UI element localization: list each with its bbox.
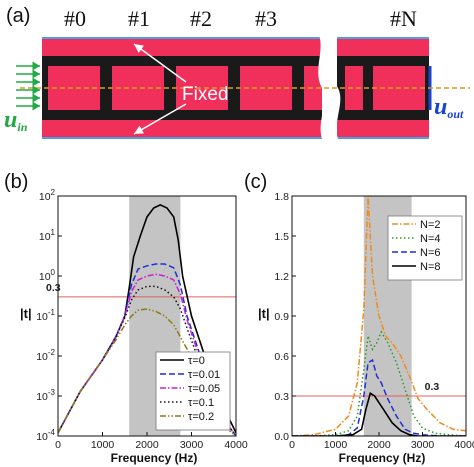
input-arrows (16, 61, 40, 111)
legend-entry: τ=0.2 (188, 411, 214, 423)
legend-entry: τ=0.05 (188, 383, 220, 395)
y-tick-label: 0.0 (274, 431, 289, 443)
y-tick-label: 1.8 (274, 191, 289, 203)
schematic-panel: (a) #0 #1 #2 #3 #N (4, 5, 470, 144)
fixed-arrow-top (133, 43, 187, 83)
break-mark (318, 32, 341, 144)
chart-c: (c) |t| Frequency (Hz) 0 1000 2000 3000 400 0… (244, 171, 474, 465)
fixed-label: Fixed (182, 84, 228, 105)
y-tick-label: 100 (39, 268, 56, 283)
panel-label-c: (c) (244, 171, 267, 193)
u-in-label: uin (4, 107, 28, 134)
legend-entry: N=8 (420, 261, 441, 273)
beam-top-layer (42, 56, 322, 66)
y-tick-label: 101 (39, 228, 56, 243)
y-tick-label: 0.3 (274, 391, 289, 403)
legend-entry: N=2 (420, 219, 441, 231)
x-tick-label: 0 (289, 439, 295, 451)
beam-bottom-layer (42, 110, 322, 120)
unit-label-1: #1 (128, 6, 150, 31)
series-line-1 (292, 330, 466, 436)
x-tick-label: 1000 (324, 439, 348, 451)
unit-label-2: #2 (190, 6, 212, 31)
legend-entry: τ=0.01 (188, 369, 220, 381)
x-tick-label: 2000 (367, 439, 391, 451)
series-line-2 (58, 273, 236, 436)
series-line-0 (292, 196, 466, 436)
x-tick-label: 3000 (411, 439, 435, 451)
legend (387, 215, 463, 281)
y-tick-label: 0.9 (274, 311, 289, 323)
y-tick-label: 10-2 (36, 348, 55, 363)
y-tick-label: 0.6 (274, 351, 289, 363)
panel-label-a: (a) (6, 5, 30, 27)
reference-label: 0.3 (46, 282, 61, 294)
y-tick-label: 10-1 (36, 308, 55, 323)
y-tick-label: 10-4 (36, 428, 55, 443)
y-tick-label: 102 (39, 188, 56, 203)
x-axis-label-c: Frequency (Hz) (339, 451, 426, 465)
legend-entry: N=4 (420, 233, 441, 245)
series-line-2 (292, 358, 466, 436)
y-tick-label: 10-3 (36, 388, 55, 403)
x-tick-label: 2000 (135, 439, 159, 451)
legend-entry: N=6 (420, 247, 441, 259)
x-tick-label: 4000 (224, 439, 248, 451)
x-tick-label: 1000 (91, 439, 115, 451)
legend-entry: τ=0.1 (188, 397, 214, 409)
y-axis-label-c: |t| (258, 306, 270, 321)
x-tick-label: 4000 (454, 439, 474, 451)
unit-label-3: #3 (255, 6, 277, 31)
x-tick-label: 0 (55, 439, 61, 451)
chart-b: (b) |t| Frequency (Hz) 0 1000 2000 3000 4000… (4, 171, 248, 465)
x-axis-label-b: Frequency (Hz) (111, 451, 198, 465)
legend (155, 351, 231, 431)
y-tick-label: 1.2 (274, 271, 289, 283)
unit-label-0: #0 (64, 6, 86, 31)
u-out-label: uout (434, 94, 464, 121)
legend-entry: τ=0 (188, 355, 205, 367)
fixed-arrow-bottom (133, 103, 187, 135)
y-tick-label: 1.5 (274, 231, 289, 243)
x-tick-label: 3000 (180, 439, 204, 451)
panel-label-b: (b) (4, 171, 28, 193)
unit-label-n: #N (390, 6, 417, 31)
reference-label: 0.3 (425, 381, 440, 393)
y-axis-label-b: |t| (20, 306, 32, 321)
